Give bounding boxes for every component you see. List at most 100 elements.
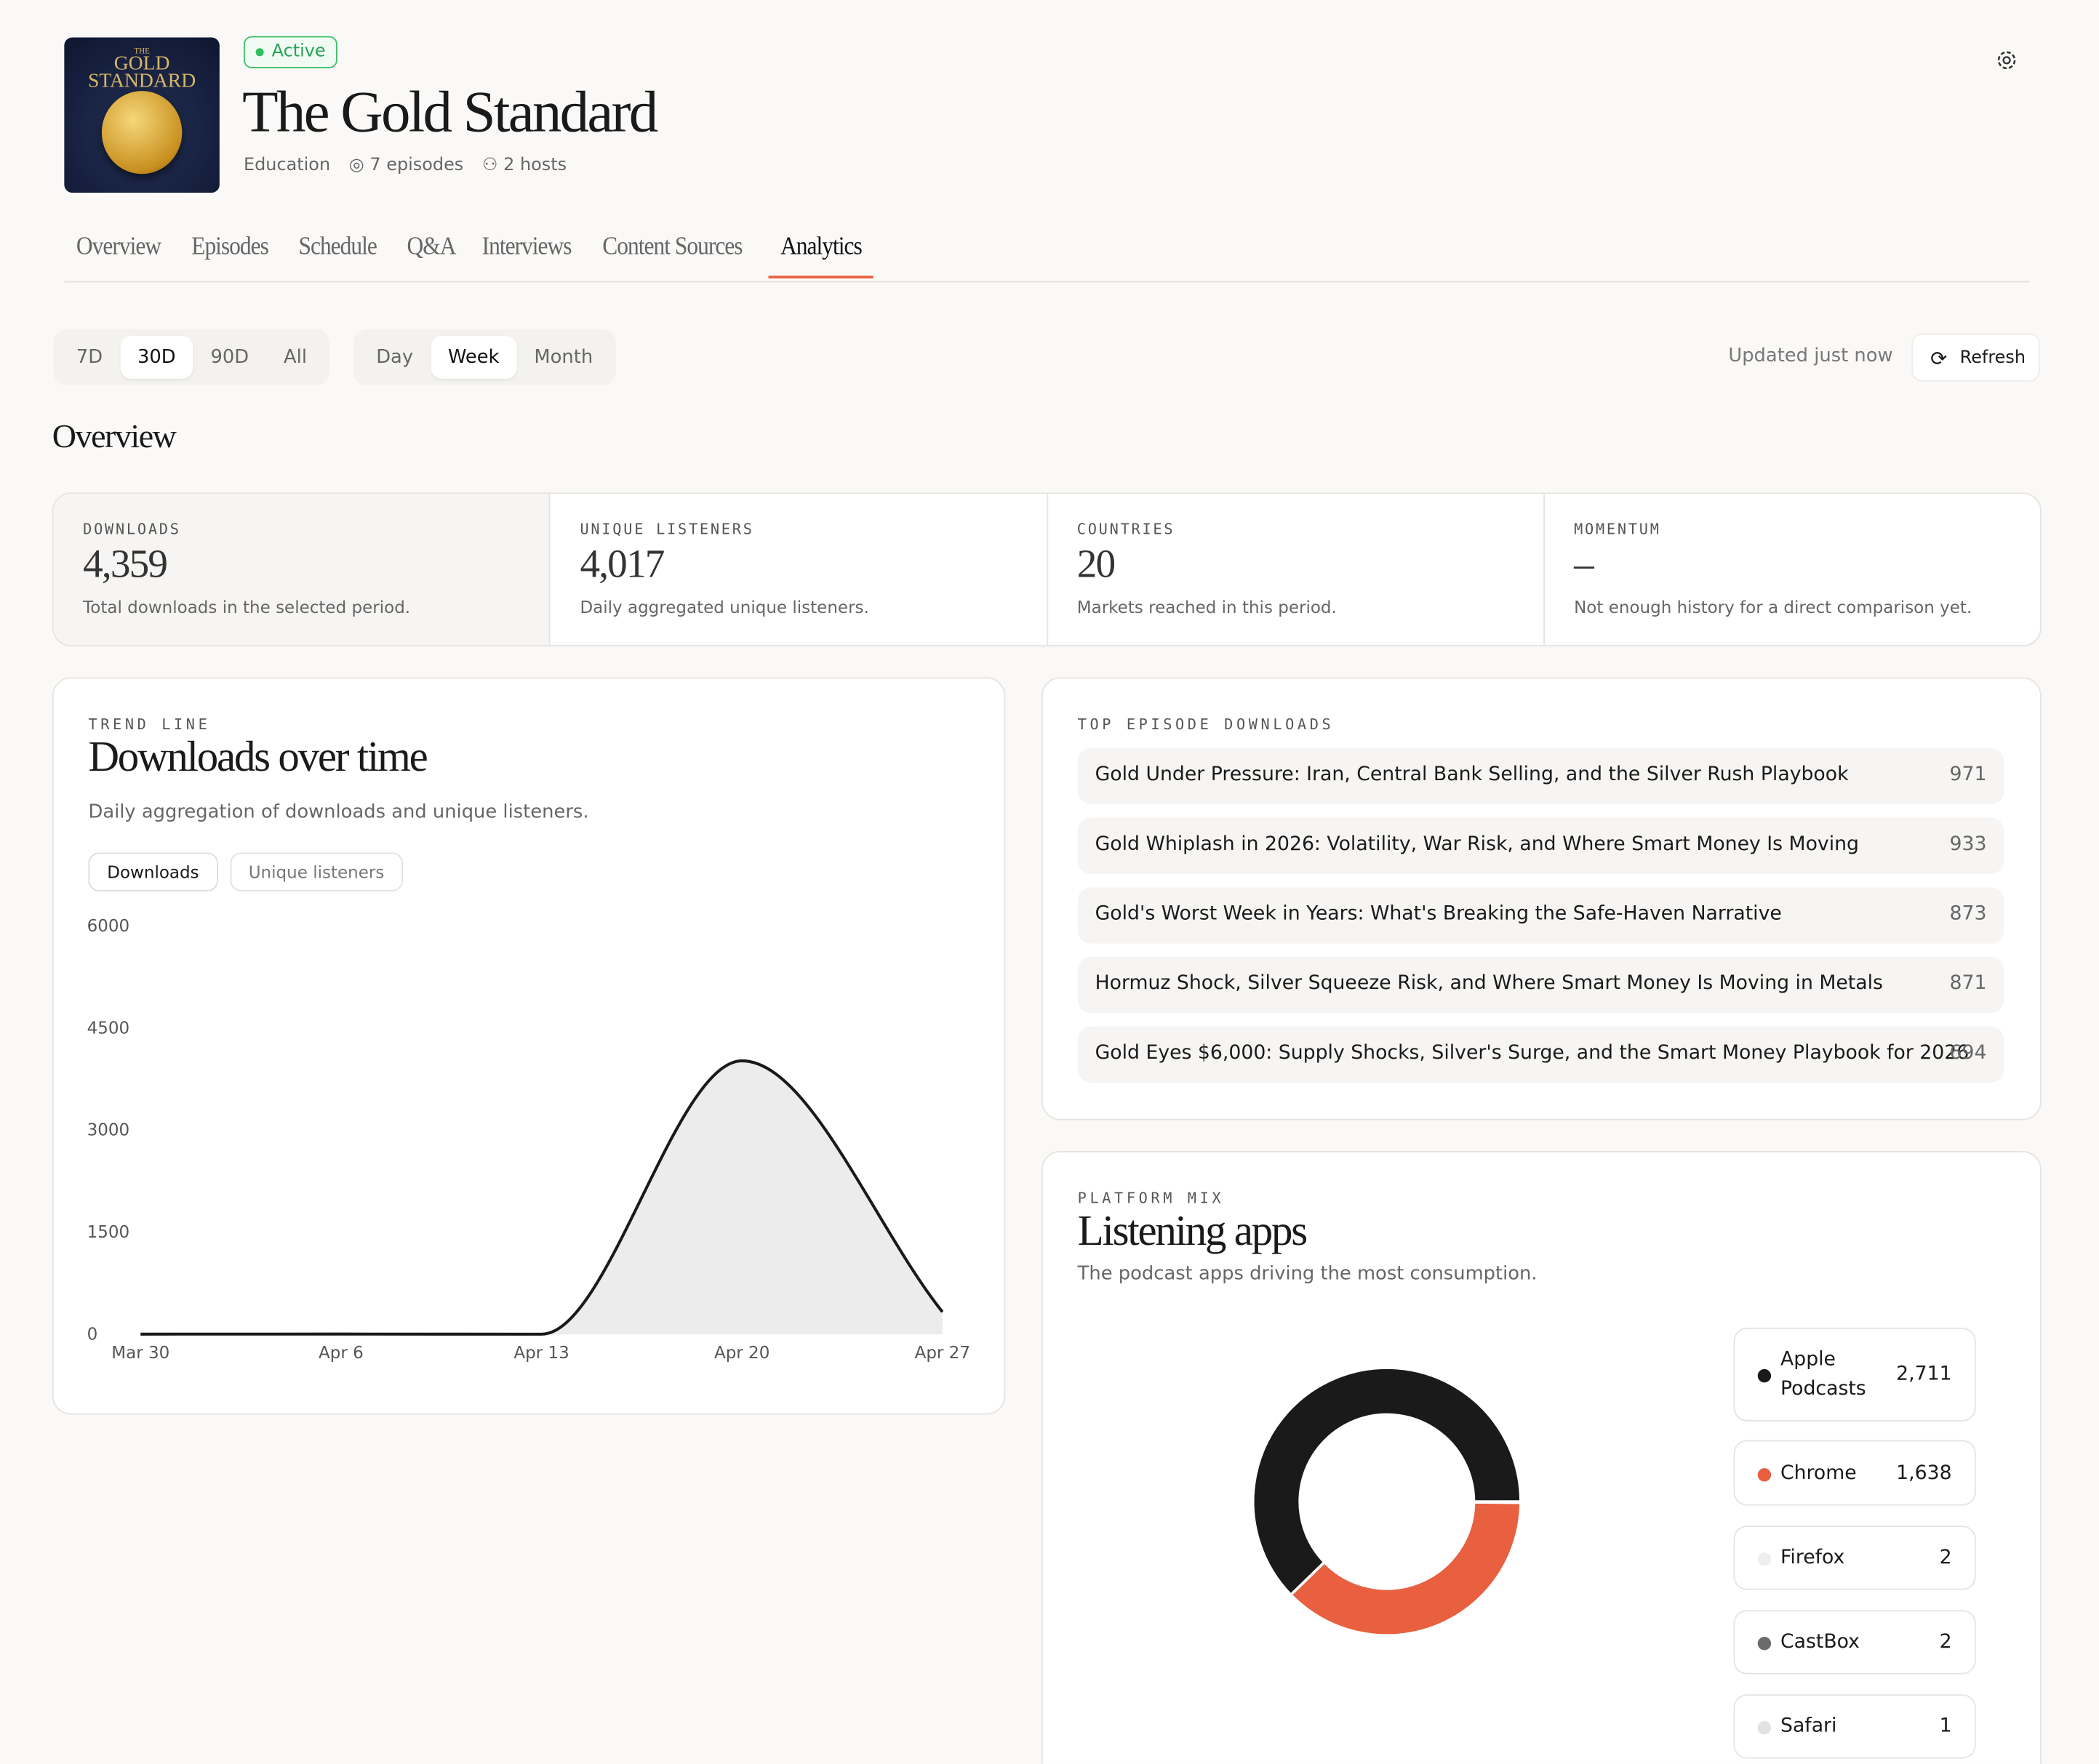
legend-name: Chrome bbox=[1780, 1462, 1857, 1484]
cover-text: THE bbox=[134, 48, 150, 57]
legend-dot bbox=[1757, 1368, 1772, 1383]
tab[interactable]: Analytics bbox=[767, 233, 873, 278]
card-title: Downloads over time bbox=[88, 731, 428, 781]
legend-value: 2,711 bbox=[1896, 1363, 1952, 1386]
tab-bar: Overview Episodes Schedule Q&A Interviews Con… bbox=[64, 233, 879, 278]
legend-item[interactable]: CastBox 2 bbox=[1733, 1610, 1976, 1675]
show-title: The Gold Standard bbox=[242, 79, 658, 145]
x-tick-label: Apr 13 bbox=[513, 1344, 569, 1363]
legend-value: 2 bbox=[1939, 1547, 1952, 1569]
episode-row[interactable]: Gold Eyes $6,000: Supply Shocks, Silver'… bbox=[1077, 1026, 2004, 1083]
stat-note: Daily aggregated unique listeners. bbox=[580, 596, 869, 617]
tab[interactable]: Q&A bbox=[407, 233, 456, 261]
legend-chip[interactable]: Downloads bbox=[88, 852, 218, 891]
y-tick-label: 1500 bbox=[87, 1223, 130, 1242]
tab[interactable]: Interviews bbox=[482, 233, 572, 261]
donut-segment bbox=[1252, 1366, 1522, 1597]
legend-value: 2 bbox=[1939, 1631, 1952, 1653]
filter-pill[interactable]: Day bbox=[376, 346, 414, 369]
eyebrow: PLATFORM MIX bbox=[1077, 1190, 1225, 1208]
series-toggles: Downloads Unique listeners bbox=[88, 852, 404, 891]
settings-button[interactable] bbox=[1994, 47, 2020, 73]
section-title: Overview bbox=[52, 419, 177, 455]
category: Education bbox=[243, 155, 331, 176]
filter-pill[interactable]: Week bbox=[431, 335, 517, 379]
legend-item[interactable]: Apple Podcasts 2,711 bbox=[1733, 1327, 1976, 1422]
legend-chip[interactable]: Unique listeners bbox=[229, 852, 404, 891]
filter-pill[interactable]: All bbox=[284, 346, 307, 369]
episodes-count: ◎ 7 episodes bbox=[348, 155, 464, 176]
show-meta: Education ◎ 7 episodes ⚇ 2 hosts bbox=[244, 156, 567, 176]
filter-pill[interactable]: 7D bbox=[76, 346, 103, 369]
stat-note: Total downloads in the selected period. bbox=[83, 596, 411, 617]
refresh-button[interactable]: ⟳ Refresh bbox=[1911, 333, 2041, 382]
legend-name: Firefox bbox=[1780, 1547, 1845, 1569]
coin bbox=[101, 91, 183, 175]
legend-value: 1 bbox=[1939, 1715, 1952, 1738]
stat-value: – bbox=[1574, 542, 1594, 587]
legend-value: 1,638 bbox=[1896, 1462, 1952, 1484]
episode-row[interactable]: Hormuz Shock, Silver Squeeze Risk, and W… bbox=[1077, 957, 2004, 1014]
tab[interactable]: Episodes bbox=[191, 233, 269, 261]
status-badge: Active bbox=[243, 36, 338, 68]
tab[interactable]: Overview bbox=[76, 233, 161, 261]
y-tick-label: 4500 bbox=[87, 1019, 130, 1038]
episode-downloads: 871 bbox=[1949, 973, 1987, 995]
filter-pill[interactable]: 30D bbox=[120, 335, 193, 379]
episode-downloads: 873 bbox=[1949, 903, 1987, 925]
legend-item[interactable]: Firefox 2 bbox=[1733, 1526, 1976, 1590]
episode-title: Gold Whiplash in 2026: Volatility, War R… bbox=[1095, 833, 1859, 856]
legend-dot bbox=[1757, 1637, 1772, 1651]
stat-label: COUNTRIES bbox=[1076, 520, 1175, 538]
y-tick-label: 3000 bbox=[87, 1121, 130, 1140]
x-tick-label: Mar 30 bbox=[111, 1344, 169, 1363]
card-subtitle: Daily aggregation of downloads and uniqu… bbox=[88, 801, 589, 823]
legend-item[interactable]: Safari 1 bbox=[1733, 1694, 1976, 1759]
filter-pill[interactable]: Month bbox=[534, 346, 593, 369]
hosts-count: ⚇ 2 hosts bbox=[482, 155, 567, 176]
episode-downloads: 933 bbox=[1949, 833, 1987, 856]
stat: COUNTRIES 20 Markets reached in this perio… bbox=[1046, 494, 1543, 646]
stat-note: Not enough history for a direct comparis… bbox=[1574, 596, 1972, 617]
granularity-filter: Day Week Month bbox=[353, 329, 616, 386]
card-subtitle: The podcast apps driving the most consum… bbox=[1077, 1263, 1538, 1285]
eyebrow: TOP EPISODE DOWNLOADS bbox=[1077, 715, 1335, 734]
tab[interactable]: Schedule bbox=[298, 233, 377, 261]
area bbox=[140, 1060, 943, 1335]
stat-note: Markets reached in this period. bbox=[1076, 596, 1337, 617]
legend-dot bbox=[1757, 1467, 1772, 1481]
stat-label: MOMENTUM bbox=[1574, 520, 1661, 538]
stat-value: 4,017 bbox=[580, 542, 665, 587]
legend-name: CastBox bbox=[1780, 1631, 1860, 1653]
episode-row[interactable]: Gold's Worst Week in Years: What's Break… bbox=[1077, 887, 2004, 944]
x-tick-label: Apr 27 bbox=[915, 1344, 970, 1363]
episode-downloads: 694 bbox=[1949, 1042, 1987, 1065]
y-tick-label: 0 bbox=[87, 1325, 98, 1344]
trend-chart: 0 1500 3000 4500 6000 Mar 30 Apr 6 Apr 13 Apr 20… bbox=[87, 917, 970, 1363]
status-dot bbox=[255, 48, 264, 57]
episode-row[interactable]: Gold Whiplash in 2026: Volatility, War R… bbox=[1077, 817, 2004, 874]
tab[interactable]: Content Sources bbox=[603, 233, 743, 261]
legend-item[interactable]: Chrome 1,638 bbox=[1733, 1440, 1976, 1506]
card-title: Listening apps bbox=[1077, 1206, 1308, 1254]
cover-text: STANDARD bbox=[88, 71, 196, 93]
stat-label: DOWNLOADS bbox=[83, 520, 181, 538]
stat: UNIQUE LISTENERS 4,017 Daily aggregated un… bbox=[549, 494, 1046, 646]
legend-name: Safari bbox=[1780, 1715, 1837, 1738]
filter-pill[interactable]: 90D bbox=[210, 346, 249, 369]
stat: MOMENTUM – Not enough history for a direct… bbox=[1543, 494, 2040, 646]
episode-title: Gold Eyes $6,000: Supply Shocks, Silver'… bbox=[1095, 1042, 1970, 1065]
stat-value: 4,359 bbox=[83, 542, 168, 587]
episode-row[interactable]: Gold Under Pressure: Iran, Central Bank … bbox=[1077, 747, 2004, 805]
legend-dot bbox=[1757, 1552, 1772, 1566]
range-filter: 7D 30D 90D All bbox=[53, 329, 330, 386]
refresh-icon: ⟳ bbox=[1930, 346, 1948, 371]
stat-label: UNIQUE LISTENERS bbox=[580, 520, 754, 538]
stats-card: DOWNLOADS 4,359 Total downloads in the sel… bbox=[52, 492, 2042, 647]
donut-segment bbox=[1289, 1501, 1522, 1637]
eyebrow: TREND LINE bbox=[88, 715, 211, 734]
cover-art: THE GOLD STANDARD bbox=[64, 37, 220, 193]
hosts-text: 2 hosts bbox=[503, 155, 567, 176]
